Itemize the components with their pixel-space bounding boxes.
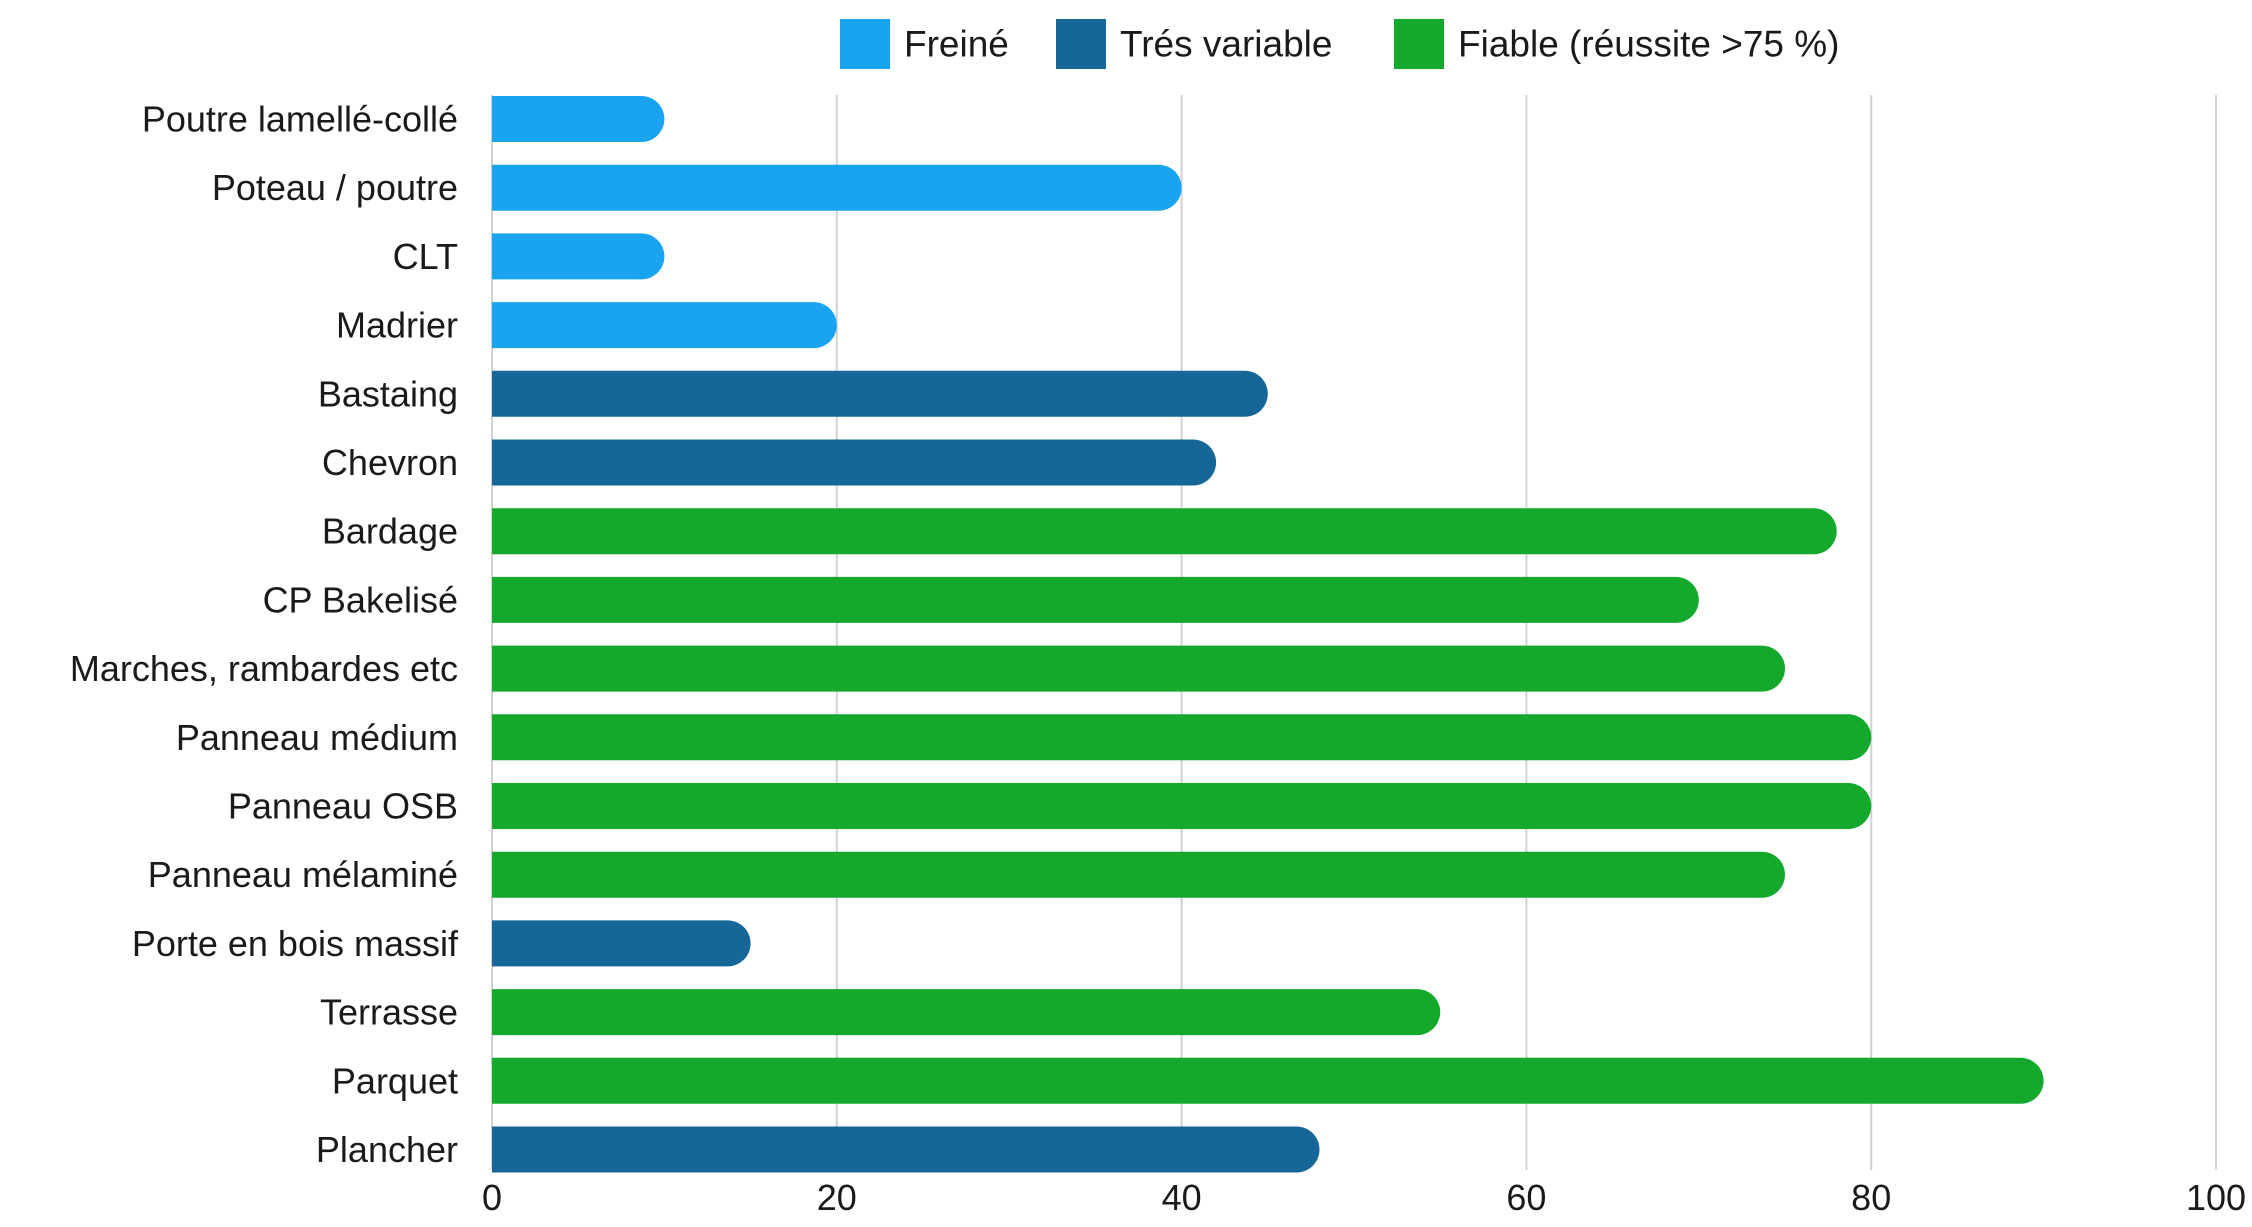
category-label: Poteau / poutre	[212, 167, 458, 208]
category-label: Parquet	[332, 1060, 458, 1101]
x-tick-label: 100	[2186, 1177, 2246, 1218]
bar-7	[492, 508, 1837, 555]
category-label: Poutre lamellé-collé	[142, 99, 458, 140]
bar-8	[492, 576, 1699, 623]
bar-9	[492, 645, 1785, 692]
legend-swatch	[840, 19, 890, 69]
bar-15	[492, 1057, 2044, 1104]
bars	[492, 96, 2044, 1173]
legend-label: Fiable (réussite >75 %)	[1458, 24, 1839, 65]
x-axis-ticks: 0 20 40 60 80 100	[482, 1177, 2246, 1218]
category-label: Marches, rambardes etc	[70, 648, 458, 689]
category-label: CLT	[393, 236, 458, 277]
bar-2	[492, 164, 1182, 211]
legend-swatch	[1056, 19, 1106, 69]
bar-3	[492, 233, 665, 280]
x-tick-label: 40	[1162, 1177, 1202, 1218]
category-label: Panneau OSB	[228, 786, 458, 827]
category-label: CP Bakelisé	[263, 579, 458, 620]
category-label: Panneau mélaminé	[148, 854, 458, 895]
category-label: Panneau médium	[176, 717, 458, 758]
legend-swatch	[1394, 19, 1444, 69]
category-label: Terrasse	[320, 992, 458, 1033]
bar-11	[492, 783, 1872, 829]
category-label: Madrier	[336, 305, 458, 346]
bar-14	[492, 989, 1441, 1036]
legend-label: Freiné	[904, 24, 1009, 65]
bar-16	[492, 1126, 1320, 1173]
x-tick-label: 20	[817, 1177, 857, 1218]
bar-13	[492, 920, 751, 967]
x-tick-label: 80	[1851, 1177, 1891, 1218]
x-tick-label: 60	[1506, 1177, 1546, 1218]
bar-5	[492, 370, 1268, 417]
category-label: Chevron	[322, 442, 458, 483]
category-label: Bastaing	[318, 373, 458, 414]
legend-label: Trés variable	[1120, 24, 1332, 65]
category-label: Plancher	[316, 1129, 458, 1170]
category-label: Porte en bois massif	[132, 923, 459, 964]
bar-10	[492, 714, 1872, 761]
bar-12	[492, 851, 1785, 898]
legend: Freiné Trés variable Fiable (réussite >75 …	[840, 19, 1839, 69]
category-label: Bardage	[322, 511, 458, 552]
category-labels: Poutre lamellé-collé Poteau / poutre CLT Ma…	[70, 99, 459, 1171]
bar-4	[492, 302, 837, 349]
x-tick-label: 0	[482, 1177, 502, 1218]
bar-1	[492, 96, 665, 142]
bar-6	[492, 439, 1217, 486]
